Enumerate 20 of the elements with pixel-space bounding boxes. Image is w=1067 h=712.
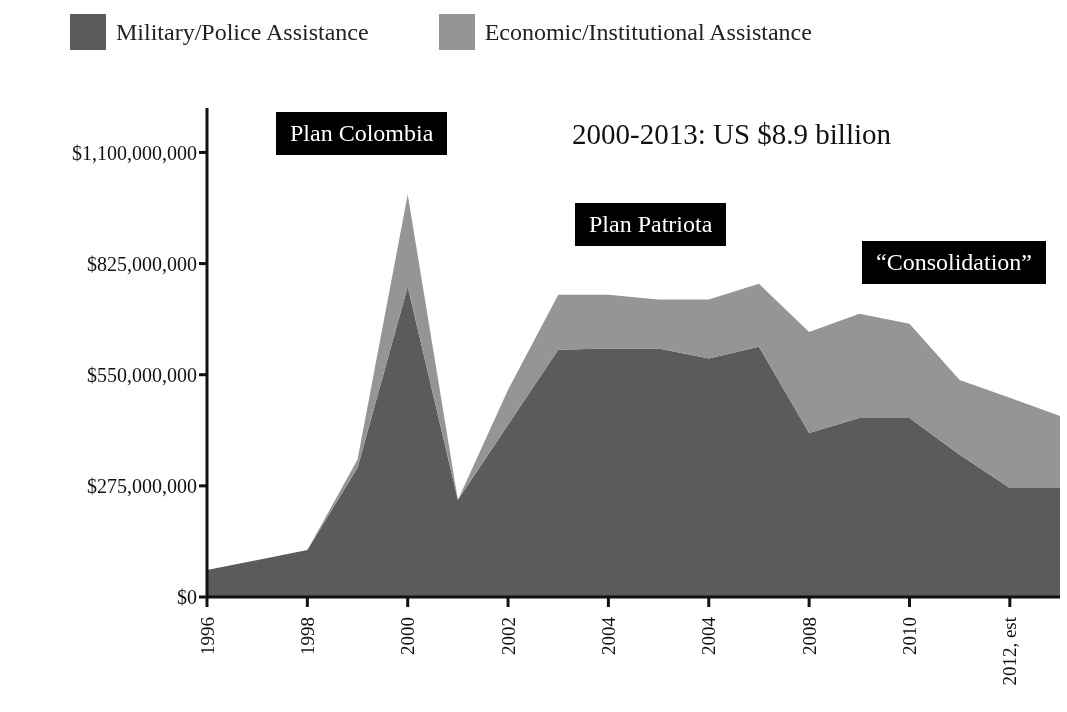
legend-label: Military/Police Assistance: [116, 18, 369, 46]
x-tick-label: 2012, est: [999, 616, 1021, 686]
annotation: Plan Patriota: [575, 203, 727, 246]
annotation: Plan Colombia: [276, 112, 448, 155]
x-tick-label: 2010: [898, 617, 920, 655]
x-tick-label: 2004: [698, 616, 720, 655]
legend-label: Economic/Institutional Assistance: [484, 18, 812, 46]
annotation: 2000-2013: US $8.9 billion: [572, 118, 892, 151]
x-tick-label: 1996: [196, 617, 218, 655]
y-tick-label: $550,000,000: [87, 363, 197, 386]
x-tick-label: 2002: [497, 617, 519, 655]
x-tick-label: 2000: [397, 617, 419, 655]
y-tick-label: $0: [177, 586, 197, 609]
x-tick-label: 1998: [296, 617, 318, 655]
annotation: “Consolidation”: [862, 241, 1046, 284]
y-tick-label: $275,000,000: [87, 474, 197, 497]
y-tick-label: $825,000,000: [87, 252, 197, 275]
x-tick-label: 2004: [597, 616, 619, 655]
y-tick-label: $1,100,000,000: [72, 141, 197, 164]
x-tick-label: 2008: [798, 617, 820, 655]
